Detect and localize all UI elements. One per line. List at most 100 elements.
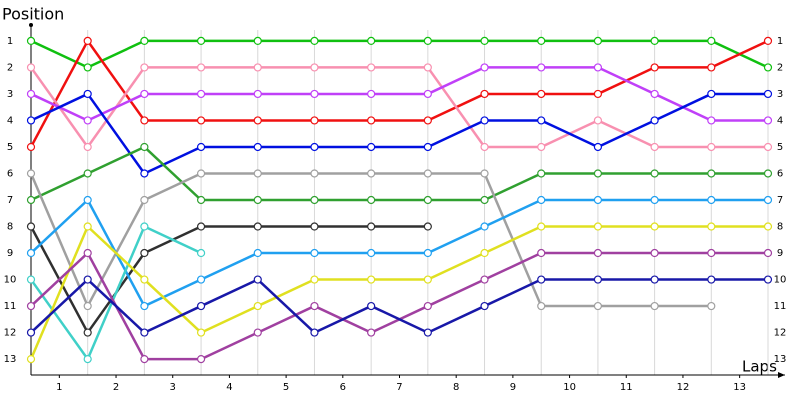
x-tick-label: 5 [283,382,289,393]
x-tick-label: 9 [510,382,516,393]
point [593,36,603,46]
point [593,142,603,152]
point [196,142,206,152]
point [537,142,546,152]
axis-arrow [778,372,785,378]
point [26,63,36,72]
point [310,248,319,258]
point [253,248,262,258]
point [537,36,546,46]
point [310,195,319,205]
y-tick-label: 3 [7,89,13,100]
point [593,169,603,178]
point [650,89,659,99]
point [196,169,206,178]
point [310,142,319,152]
point [707,169,716,178]
point [763,116,773,125]
point [140,275,149,284]
point [763,248,773,258]
point [707,36,716,46]
axis-end [29,23,33,27]
point [707,63,716,72]
point [480,36,489,46]
point [253,195,262,205]
point [83,142,92,152]
point [253,222,262,231]
x-tick-label: 7 [396,382,402,393]
point [707,195,716,205]
point [367,301,376,311]
series-line [29,66,768,149]
point [196,328,206,337]
series-line [30,39,769,69]
point [480,275,489,284]
point [83,63,92,72]
point [140,195,149,205]
point [253,116,262,125]
point [367,36,376,46]
y-tick-label: 5 [7,142,13,153]
point [593,195,603,205]
y-tick-label: 1 [7,36,13,47]
point [537,222,546,231]
point [593,275,603,284]
y-tick-label: 8 [7,222,13,233]
point [367,89,376,99]
point [253,275,262,284]
point [253,36,262,46]
point [196,354,206,364]
point [26,142,36,152]
point [310,36,319,46]
point [423,275,432,284]
point [480,169,489,178]
point [367,275,376,284]
point [140,63,149,72]
point [140,89,149,99]
point [537,116,546,125]
x-tick-label: 2 [113,382,119,393]
point [26,116,36,125]
point [763,195,773,205]
point [26,169,36,178]
point [650,142,659,152]
point [423,301,432,311]
point [310,63,319,72]
point [480,89,489,99]
point [140,116,149,125]
point [310,328,319,337]
point [707,116,716,125]
point [707,89,716,99]
y-tick-label: 6 [7,168,13,179]
point [140,36,149,46]
point [763,275,773,284]
point [83,169,92,178]
x-tick-label: 12 [677,382,690,393]
point [593,89,603,99]
y-tick-label-right: 9 [777,248,783,259]
point [83,248,92,258]
point [367,222,376,231]
point [26,301,36,311]
point [310,169,319,178]
y-tick-label-right: 5 [777,142,783,153]
x-tick-label: 3 [170,382,176,393]
y-tick-label-right: 2 [777,62,783,73]
point [26,222,36,231]
point [196,89,206,99]
point [707,248,716,258]
point [367,116,376,125]
series-line [30,66,768,122]
point [367,169,376,178]
y-tick-label: 2 [7,62,13,73]
point [26,89,36,99]
point [140,248,149,258]
point [763,222,773,231]
point [196,222,206,231]
point [480,301,489,311]
point [480,142,489,152]
point [593,63,603,72]
point [83,354,92,364]
y-tick-label: 7 [7,195,13,206]
point [253,89,262,99]
